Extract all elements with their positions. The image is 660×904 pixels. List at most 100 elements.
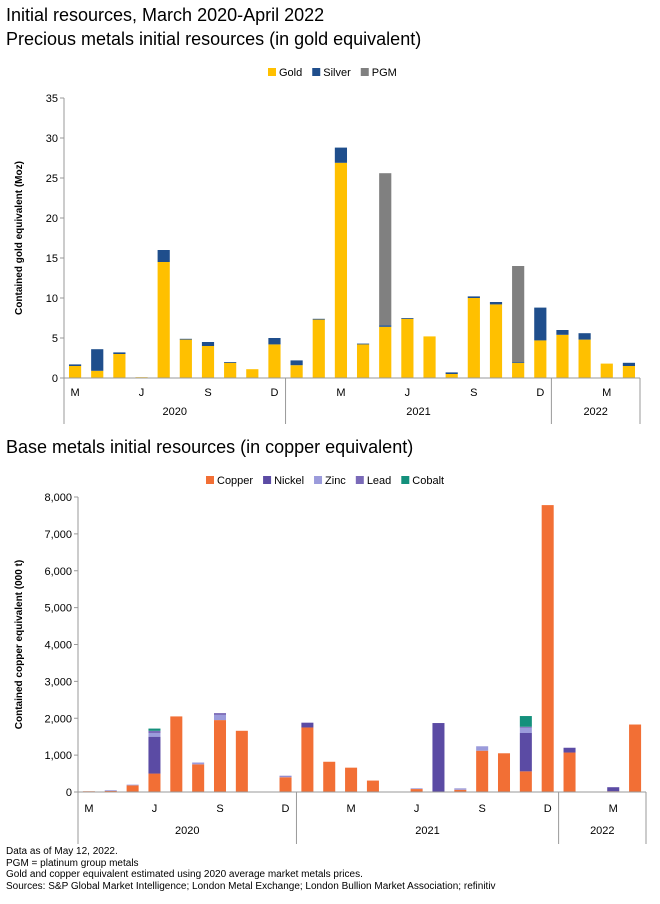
precious-bar-gold-apr-2021: [356, 344, 370, 378]
precious-metals-chart: Gold Silver PGM 0 5 10 15 20 25 30 35 Contained gol…: [14, 67, 641, 424]
precious-x-month-label: S: [204, 387, 211, 399]
base-bar-nickel-jul-2021: [432, 723, 445, 792]
base-legend-swatch-lead: [355, 476, 364, 484]
base-bar-copper-jun-2021: [410, 789, 423, 792]
base-x-month-label: M: [609, 803, 618, 815]
base-legend-label-nickel: Nickel: [274, 475, 304, 487]
base-chart-title: Base metals initial resources (in copper…: [6, 437, 414, 457]
base-y-axis-title: Contained copper equivalent (000 t): [14, 560, 25, 729]
base-y-tick-label: 4,000: [44, 640, 72, 652]
precious-chart-title: Precious metals initial resources (in go…: [6, 29, 422, 49]
precious-bar-gold-sep-2021: [467, 298, 480, 378]
base-bar-copper-oct-2021: [497, 753, 511, 792]
base-bar-copper-oct-2020: [235, 730, 248, 792]
precious-bar-silver-jul-2020: [157, 250, 170, 262]
precious-y-tick-label: 25: [46, 173, 58, 185]
precious-bar-gold-may-2020: [113, 354, 126, 378]
base-bar-copper-dec-2021: [541, 505, 554, 792]
precious-y-tick-label: 30: [46, 133, 58, 145]
base-bar-copper-may-2020: [126, 785, 139, 792]
precious-bar-silver-sep-2020: [201, 342, 215, 346]
precious-bar-pgm-nov-2021: [512, 266, 525, 362]
base-bar-cobalt-jun-2020: [148, 728, 161, 731]
precious-bar-silver-nov-2021: [512, 362, 525, 363]
precious-bar-gold-apr-2022: [622, 366, 636, 378]
base-bar-zinc-sep-2020: [213, 714, 227, 721]
precious-bar-silver-mar-2020: [68, 364, 82, 366]
precious-bar-gold-aug-2021: [445, 374, 458, 378]
base-bar-zinc-jun-2020: [148, 733, 161, 737]
precious-x-year-label: 2022: [583, 406, 607, 418]
base-x-month-label: J: [152, 803, 158, 815]
precious-bar-pgm-may-2021: [379, 173, 392, 326]
precious-bar-gold-nov-2020: [246, 369, 259, 378]
precious-legend-swatch-pgm: [360, 68, 369, 76]
base-y-tick-label: 3,000: [44, 676, 72, 688]
base-y-tick-label: 5,000: [44, 603, 72, 615]
precious-bar-silver-may-2020: [113, 352, 126, 354]
base-bar-nickel-mar-2022: [607, 787, 620, 792]
base-y-tick-label: 8,000: [44, 492, 72, 504]
note-equivalent: Gold and copper equivalent estimated usi…: [6, 869, 363, 880]
precious-legend-label-pgm: PGM: [372, 67, 397, 79]
base-bar-copper-mar-2021: [345, 767, 358, 792]
base-bar-zinc-dec-2020: [279, 776, 292, 778]
base-bar-nickel-nov-2021: [519, 733, 532, 772]
base-bar-copper-nov-2021: [519, 771, 532, 792]
base-bar-nickel-jun-2020: [148, 736, 161, 774]
precious-y-tick-label: 5: [52, 333, 58, 345]
precious-bar-gold-jul-2021: [423, 336, 436, 378]
precious-y-tick-label: 10: [46, 293, 58, 305]
base-y-tick-label: 1,000: [44, 750, 72, 762]
base-bar-lead-nov-2021: [519, 726, 532, 728]
precious-y-tick-label: 15: [46, 253, 58, 265]
precious-bar-silver-aug-2020: [179, 338, 192, 340]
base-bar-copper-dec-2020: [279, 777, 292, 792]
precious-bar-silver-dec-2021: [534, 307, 547, 341]
base-legend-label-copper: Copper: [217, 475, 253, 487]
precious-bar-silver-jan-2022: [556, 330, 569, 335]
base-legend-label-zinc: Zinc: [325, 475, 346, 487]
base-bar-nickel-jan-2022: [563, 747, 576, 753]
note-date: Data as of May 12, 2022.: [6, 846, 118, 857]
base-legend-swatch-copper: [206, 476, 214, 484]
precious-y-tick-label: 20: [46, 213, 58, 225]
precious-bar-gold-jun-2021: [401, 318, 414, 378]
precious-bar-gold-oct-2021: [489, 304, 503, 378]
precious-x-year-label: 2020: [163, 406, 187, 418]
base-bar-copper-jun-2020: [148, 773, 161, 792]
precious-legend-label-silver: Silver: [323, 67, 351, 79]
base-bar-copper-jan-2022: [563, 752, 576, 792]
base-bar-lead-dec-2020: [279, 775, 292, 777]
precious-x-month-label: M: [70, 387, 79, 399]
page-title: Initial resources, March 2020-April 2022: [6, 5, 325, 25]
base-x-year-label: 2021: [415, 825, 439, 837]
base-x-month-label: D: [544, 803, 552, 815]
base-bar-lead-sep-2020: [213, 713, 227, 715]
precious-bar-silver-may-2021: [379, 325, 392, 327]
base-bar-zinc-sep-2021: [476, 746, 489, 751]
precious-bar-gold-jan-2022: [556, 334, 569, 378]
chart-notes: Data as of May 12, 2022. PGM = platinum …: [6, 846, 496, 892]
base-legend-swatch-cobalt: [401, 476, 410, 484]
base-metals-chart: Copper Nickel Zinc Lead Cobalt 0 1,000 2,000 3,0…: [14, 475, 647, 844]
base-x-month-label: M: [84, 803, 93, 815]
precious-bar-silver-aug-2021: [445, 372, 458, 374]
precious-bar-gold-mar-2022: [600, 363, 613, 378]
precious-bar-gold-dec-2020: [268, 344, 281, 378]
precious-bar-gold-sep-2020: [201, 346, 215, 378]
note-pgm: PGM = platinum group metals: [6, 857, 139, 869]
base-x-month-label: S: [478, 803, 485, 815]
precious-y-tick-label: 35: [46, 93, 58, 105]
base-x-month-label: D: [282, 803, 290, 815]
precious-x-month-label: J: [405, 387, 411, 399]
precious-bar-silver-apr-2020: [91, 349, 104, 371]
precious-y-tick-label: 0: [52, 373, 58, 385]
base-bar-copper-aug-2021: [454, 789, 467, 792]
precious-x-month-label: M: [336, 387, 345, 399]
base-legend-swatch-nickel: [263, 476, 272, 484]
base-x-month-label: S: [216, 803, 223, 815]
precious-legend-swatch-silver: [312, 68, 321, 76]
precious-bar-silver-mar-2021: [334, 147, 348, 163]
precious-bar-gold-aug-2020: [179, 339, 192, 378]
